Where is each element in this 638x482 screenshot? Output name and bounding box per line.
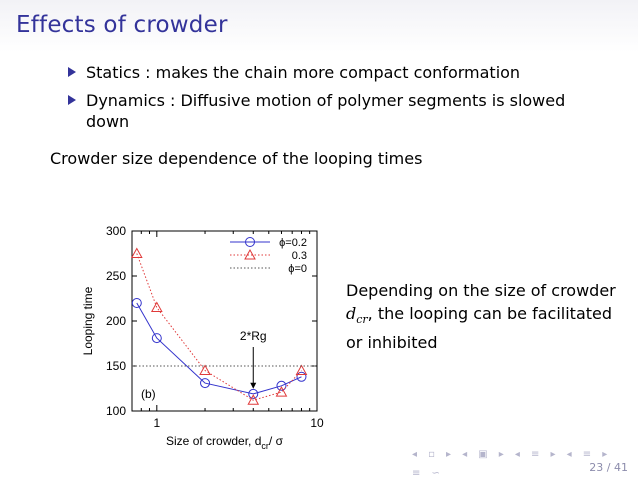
legend-label: 0.3 — [292, 250, 307, 262]
y-tick-label: 300 — [106, 224, 126, 238]
data-point — [199, 364, 211, 375]
subsection-icon[interactable]: ▣ — [478, 449, 488, 460]
data-point — [200, 378, 211, 389]
bullet-text: Statics : makes the chain more compact c… — [86, 63, 521, 82]
prev-slide-icon[interactable]: ◂ — [566, 449, 572, 460]
title-bar: Effects of crowder — [0, 0, 638, 52]
bullet-list: Statics : makes the chain more compact c… — [0, 62, 638, 139]
y-tick-label: 200 — [106, 314, 126, 328]
beamer-navigation-bar: ◂ ▫ ▸ ◂ ▣ ▸ ◂ ≡ ▸ ◂ ≡ ▸ ≡ ∽ — [412, 444, 627, 479]
section-icon[interactable]: ≡ — [531, 449, 540, 460]
bullet-triangle-icon — [68, 67, 76, 77]
next-section-icon[interactable]: ▸ — [550, 449, 556, 460]
y-tick-label: 150 — [106, 359, 126, 373]
plot-frame — [131, 230, 318, 412]
frame-icon[interactable]: ▫ — [428, 449, 435, 460]
bullet-item: Statics : makes the chain more compact c… — [0, 62, 638, 83]
next-subsection-icon[interactable]: ▸ — [498, 449, 504, 460]
looping-time-chart: 100 150 200 250 300 1 10 Looping time Size of cr… — [81, 224, 324, 451]
data-point — [131, 298, 142, 308]
data-point — [130, 247, 143, 258]
search-icon[interactable]: ∽ — [431, 468, 440, 479]
bullet-item: Dynamics : Diffusive motion of polymer s… — [0, 90, 638, 132]
data-point — [275, 386, 288, 397]
side-note-variable-sub: cr — [356, 313, 368, 327]
x-tick-label: 10 — [310, 416, 324, 430]
series-line-0 — [136, 302, 302, 395]
bullet-triangle-icon — [68, 95, 76, 105]
align-icon[interactable]: ≡ — [412, 468, 421, 479]
y-axis-label: Looping time — [81, 286, 95, 355]
legend-marker — [244, 248, 256, 260]
data-point — [295, 364, 308, 375]
annotation-arrow-head — [250, 382, 257, 389]
slide-icon[interactable]: ≡ — [582, 449, 592, 460]
side-note: Depending on the size of crowder dcr, th… — [346, 279, 616, 354]
prev-subsection-icon[interactable]: ◂ — [462, 449, 468, 460]
slide-title: Effects of crowder — [16, 12, 228, 38]
page-number: 23 / 41 — [589, 461, 628, 474]
x-tick-label: 1 — [153, 416, 160, 430]
legend-label: ϕ=0 — [288, 263, 307, 275]
data-point — [150, 301, 163, 312]
prev-section-icon[interactable]: ◂ — [514, 449, 520, 460]
data-point — [247, 394, 260, 405]
legend-marker — [245, 237, 255, 247]
side-note-part2: , the looping can be facilitated or inhi… — [346, 304, 613, 353]
data-point — [296, 371, 307, 382]
legend-label: ϕ=0.2 — [279, 237, 307, 249]
data-point — [248, 388, 259, 399]
y-tick-label: 250 — [106, 269, 126, 283]
annotation-label: 2*Rg — [240, 329, 267, 343]
chart-subheading: Crowder size dependence of the looping t… — [50, 149, 423, 168]
side-note-part1: Depending on the size of crowder — [346, 281, 616, 300]
y-tick-label: 100 — [106, 404, 126, 418]
prev-frame-icon[interactable]: ◂ — [412, 449, 418, 460]
data-point — [276, 380, 287, 391]
next-frame-icon[interactable]: ▸ — [446, 449, 452, 460]
series-line-1 — [136, 253, 302, 401]
bullet-text: Dynamics : Diffusive motion of polymer s… — [86, 91, 566, 131]
next-slide-icon[interactable]: ▸ — [602, 449, 608, 460]
panel-label: (b) — [141, 387, 156, 401]
side-note-variable: d — [346, 304, 357, 323]
data-point — [151, 333, 162, 344]
x-axis-label: Size of crowder, dcr/ σ — [166, 434, 284, 451]
